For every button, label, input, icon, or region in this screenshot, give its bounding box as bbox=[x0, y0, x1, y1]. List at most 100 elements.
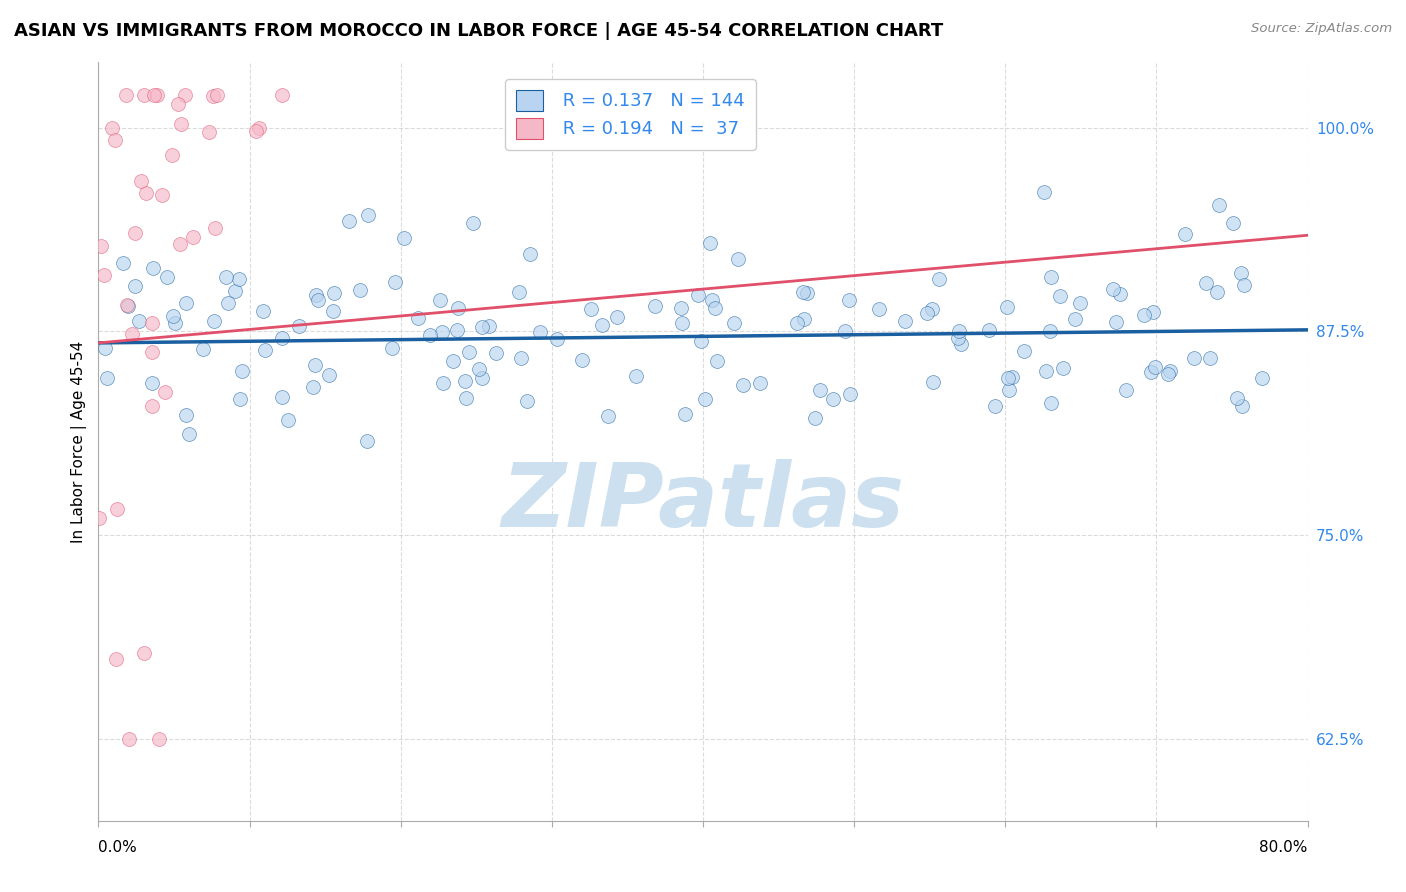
Point bbox=[349, 284, 371, 298]
Point bbox=[228, 272, 250, 286]
Point bbox=[204, 221, 226, 235]
Point bbox=[1230, 400, 1253, 414]
Point bbox=[1251, 371, 1274, 385]
Point bbox=[277, 413, 299, 427]
Point bbox=[173, 88, 195, 103]
Point bbox=[838, 293, 860, 308]
Point bbox=[1226, 391, 1249, 405]
Point bbox=[170, 117, 193, 131]
Point bbox=[922, 375, 945, 389]
Point bbox=[894, 314, 917, 328]
Point bbox=[869, 302, 891, 317]
Text: Source: ZipAtlas.com: Source: ZipAtlas.com bbox=[1251, 22, 1392, 36]
Point bbox=[1143, 360, 1166, 375]
Point bbox=[101, 120, 124, 135]
Point bbox=[117, 298, 139, 312]
Point bbox=[1133, 308, 1156, 322]
Point bbox=[1206, 285, 1229, 300]
Point bbox=[446, 301, 468, 315]
Point bbox=[793, 311, 815, 326]
Point bbox=[132, 88, 155, 103]
Point bbox=[749, 376, 772, 391]
Point bbox=[510, 351, 533, 366]
Point bbox=[142, 260, 165, 275]
Point bbox=[146, 88, 169, 103]
Point bbox=[579, 301, 602, 316]
Point bbox=[224, 285, 246, 299]
Point bbox=[1115, 383, 1137, 397]
Text: 80.0%: 80.0% bbox=[1260, 840, 1308, 855]
Point bbox=[1174, 227, 1197, 242]
Point bbox=[318, 368, 340, 382]
Point bbox=[571, 353, 593, 368]
Text: ZIPatlas: ZIPatlas bbox=[502, 458, 904, 546]
Point bbox=[322, 303, 344, 318]
Point bbox=[803, 411, 825, 425]
Point bbox=[288, 319, 311, 334]
Point bbox=[174, 408, 197, 422]
Point bbox=[454, 375, 477, 389]
Point bbox=[176, 296, 198, 310]
Point bbox=[1040, 395, 1063, 409]
Point bbox=[128, 314, 150, 328]
Point bbox=[408, 310, 430, 325]
Point bbox=[823, 392, 845, 407]
Point bbox=[202, 313, 225, 327]
Point bbox=[808, 383, 831, 397]
Point bbox=[96, 370, 118, 384]
Point bbox=[839, 387, 862, 401]
Point bbox=[155, 385, 177, 400]
Point bbox=[834, 324, 856, 338]
Point bbox=[669, 301, 692, 315]
Point bbox=[703, 301, 725, 315]
Point bbox=[1230, 266, 1253, 280]
Point bbox=[307, 293, 329, 308]
Point bbox=[1035, 364, 1057, 378]
Point bbox=[1108, 287, 1130, 301]
Point bbox=[87, 510, 110, 524]
Point bbox=[117, 300, 139, 314]
Point bbox=[419, 327, 441, 342]
Point bbox=[305, 287, 328, 301]
Point bbox=[731, 378, 754, 392]
Point bbox=[516, 394, 538, 409]
Point bbox=[1199, 351, 1222, 365]
Point bbox=[247, 120, 270, 135]
Point bbox=[591, 127, 613, 141]
Point bbox=[229, 392, 252, 406]
Point bbox=[686, 288, 709, 302]
Point bbox=[979, 323, 1001, 337]
Point bbox=[446, 323, 468, 337]
Point bbox=[454, 391, 477, 405]
Point bbox=[723, 316, 745, 330]
Point bbox=[167, 96, 190, 111]
Point bbox=[217, 296, 239, 310]
Point bbox=[129, 174, 152, 188]
Point bbox=[1039, 324, 1062, 338]
Point bbox=[1105, 315, 1128, 329]
Point bbox=[141, 344, 163, 359]
Point bbox=[392, 231, 415, 245]
Point bbox=[231, 364, 253, 378]
Point bbox=[169, 236, 191, 251]
Point bbox=[357, 208, 380, 222]
Point bbox=[519, 247, 541, 261]
Point bbox=[104, 133, 127, 147]
Point bbox=[141, 376, 163, 390]
Point bbox=[915, 306, 938, 320]
Point bbox=[94, 341, 117, 355]
Point bbox=[132, 646, 155, 660]
Point bbox=[1001, 369, 1024, 384]
Point bbox=[152, 187, 174, 202]
Point bbox=[477, 319, 499, 334]
Point bbox=[165, 316, 187, 330]
Point bbox=[105, 652, 128, 666]
Point bbox=[950, 337, 973, 351]
Point bbox=[1233, 278, 1256, 293]
Point bbox=[381, 341, 404, 355]
Point bbox=[998, 383, 1021, 397]
Text: 0.0%: 0.0% bbox=[98, 840, 138, 855]
Point bbox=[984, 399, 1007, 413]
Point bbox=[624, 368, 647, 383]
Point bbox=[471, 371, 494, 385]
